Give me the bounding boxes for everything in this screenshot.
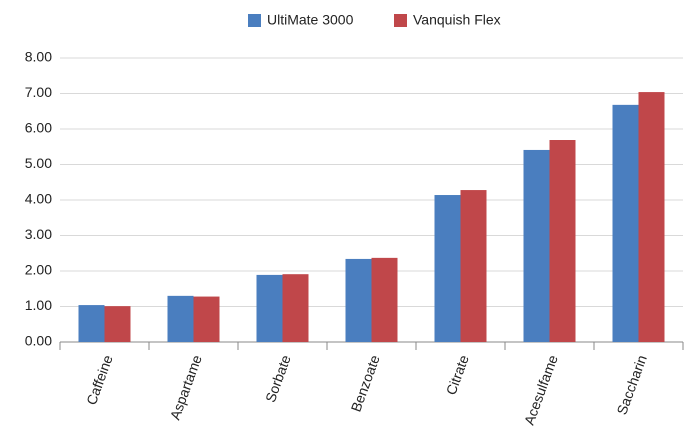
bar	[638, 92, 665, 342]
y-tick-label: 8.00	[25, 49, 52, 65]
y-tick-label: 2.00	[25, 262, 52, 278]
bar	[167, 295, 194, 342]
legend-swatch	[394, 14, 407, 27]
x-tick-label: Aspartame	[167, 353, 205, 422]
bar	[345, 258, 372, 342]
bar	[104, 306, 131, 342]
y-tick-label: 0.00	[25, 333, 52, 349]
legend-label: Vanquish Flex	[413, 12, 501, 28]
bar	[523, 149, 550, 342]
x-tick-label: Acesulfame	[521, 353, 561, 427]
bar	[460, 190, 487, 342]
y-tick-label: 1.00	[25, 297, 52, 313]
bar	[282, 274, 309, 342]
y-tick-label: 5.00	[25, 155, 52, 171]
bar	[434, 195, 461, 342]
bar	[78, 305, 105, 342]
x-tick-label: Benzoate	[348, 353, 383, 414]
legend-swatch	[248, 14, 261, 27]
x-tick-label: Sorbate	[262, 353, 294, 405]
y-tick-label: 4.00	[25, 191, 52, 207]
bar	[371, 257, 398, 342]
legend-label: UltiMate 3000	[267, 12, 354, 28]
y-tick-label: 6.00	[25, 120, 52, 136]
bar	[256, 274, 283, 342]
x-tick-label: Saccharin	[613, 353, 649, 417]
x-tick-label: Citrate	[443, 353, 472, 397]
x-tick-label: Caffeine	[83, 353, 116, 407]
bar	[193, 296, 220, 342]
bar	[612, 104, 639, 342]
bar	[549, 140, 576, 342]
y-tick-label: 7.00	[25, 84, 52, 100]
y-tick-label: 3.00	[25, 226, 52, 242]
